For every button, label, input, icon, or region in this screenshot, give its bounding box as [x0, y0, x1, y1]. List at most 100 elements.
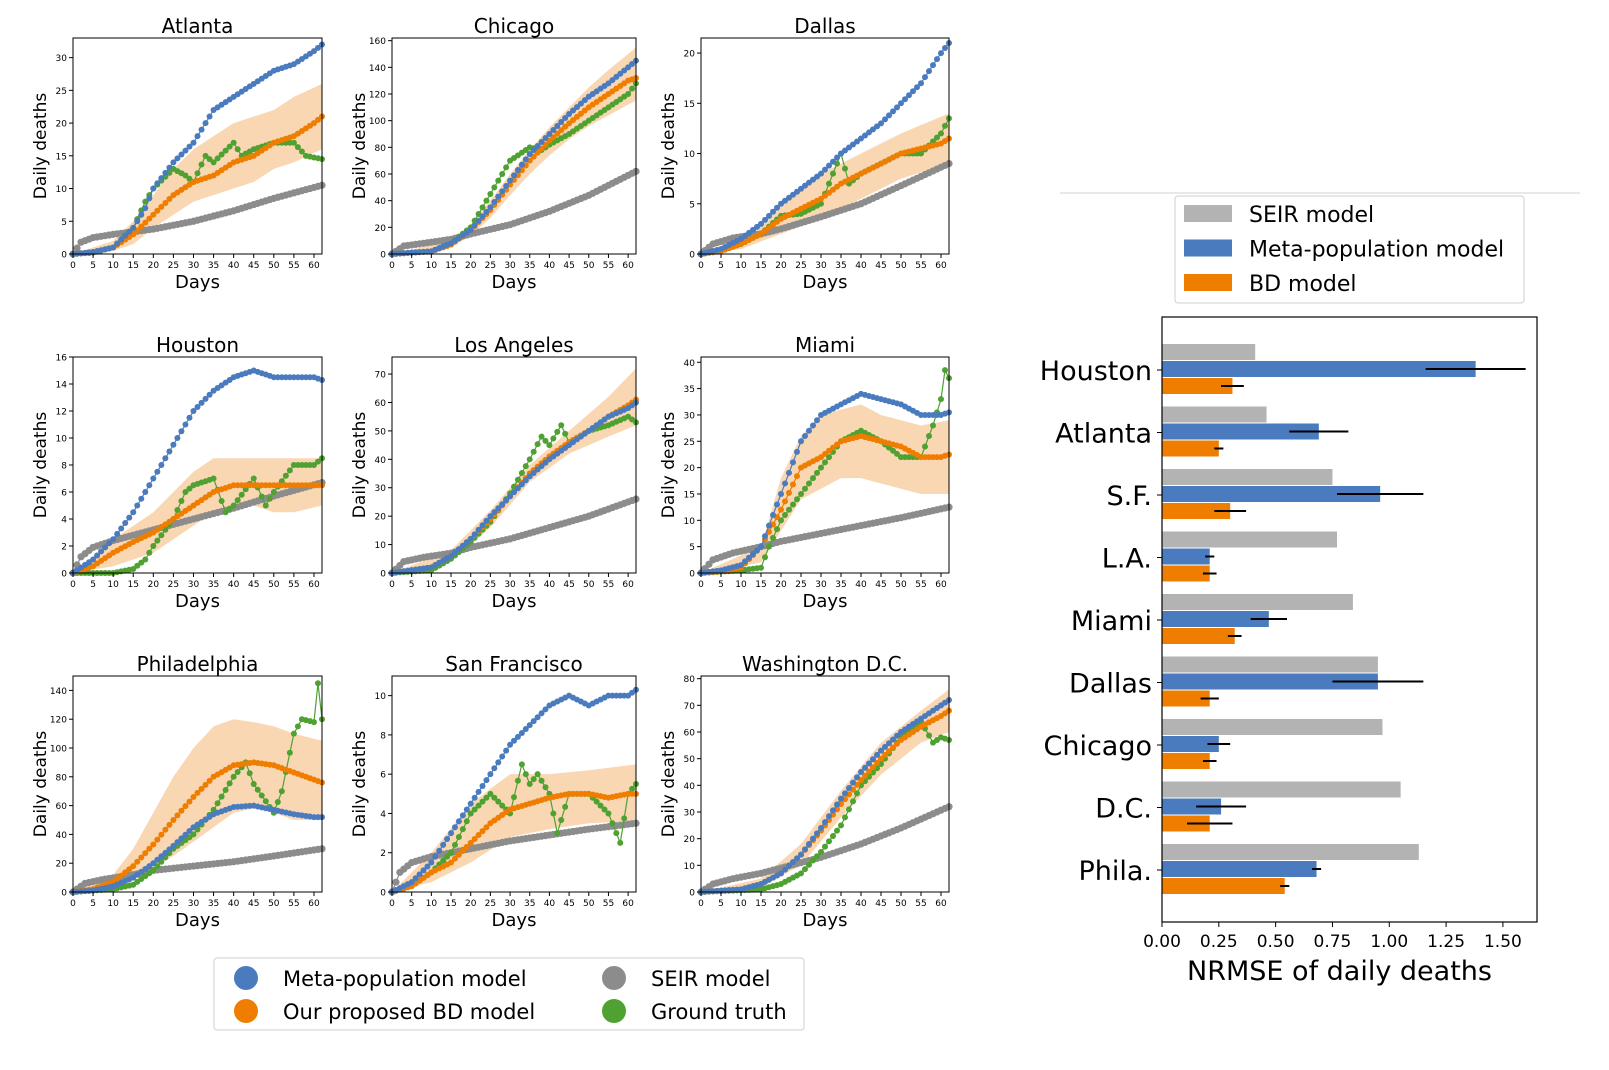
data-point	[778, 517, 784, 524]
data-point	[444, 853, 451, 860]
data-point	[487, 191, 494, 197]
data-point	[629, 785, 636, 792]
bar	[1162, 781, 1401, 798]
bar	[1162, 798, 1222, 815]
data-point	[766, 543, 772, 550]
data-point	[930, 62, 936, 69]
category-label: Atlanta	[1055, 419, 1152, 450]
data-point	[134, 562, 141, 569]
data-point	[826, 447, 832, 454]
data-point	[534, 441, 541, 448]
data-point	[226, 780, 233, 787]
bar-group-dc: D.C.	[1095, 781, 1401, 832]
legend-box	[1174, 195, 1525, 304]
data-point	[150, 543, 157, 549]
y-tick-label: 5	[689, 543, 695, 553]
uncertainty-band	[701, 404, 949, 573]
x-tick-label: 40	[855, 899, 867, 909]
series-seir	[697, 803, 953, 896]
data-point	[818, 849, 824, 855]
x-tick-label: 0	[698, 899, 704, 909]
x-tick-label: 45	[563, 261, 574, 271]
data-point	[862, 772, 868, 779]
data-point	[475, 788, 482, 795]
data-point	[814, 417, 820, 424]
data-point	[451, 841, 458, 848]
y-tick-label: 20	[56, 860, 68, 870]
bar	[1162, 423, 1319, 440]
data-point	[782, 480, 788, 487]
x-tick-label: 20	[465, 899, 477, 909]
data-point	[428, 859, 435, 866]
data-point	[483, 517, 490, 524]
x-tick-label: 15	[755, 261, 766, 271]
data-point	[922, 443, 928, 450]
data-point	[146, 549, 153, 556]
plot-frame	[1161, 316, 1538, 923]
panel-title: Los Angeles	[454, 333, 573, 357]
data-point	[206, 391, 213, 398]
x-tick-label: 50	[268, 899, 280, 909]
uncertainty-band	[73, 83, 322, 255]
data-point	[258, 792, 265, 799]
data-point	[906, 92, 912, 99]
data-point	[202, 395, 209, 402]
x-tick-label: 30	[815, 899, 827, 909]
y-axis-label: Daily deaths	[659, 412, 679, 519]
bar	[1162, 815, 1210, 832]
data-point	[158, 462, 165, 468]
data-point	[522, 156, 529, 163]
data-point	[518, 469, 525, 476]
data-point	[562, 115, 569, 121]
x-tick-label: 0	[389, 261, 395, 271]
x-tick-label: 50	[895, 580, 907, 590]
data-point	[554, 130, 561, 137]
data-point	[106, 540, 113, 547]
data-point	[218, 793, 225, 800]
bar-group-dallas: Dallas	[1069, 656, 1424, 707]
data-point	[412, 875, 419, 882]
data-point	[770, 534, 776, 541]
uncertainty-band	[701, 113, 949, 254]
y-tick-label: 15	[56, 152, 67, 162]
series-meta	[389, 57, 639, 257]
data-point	[522, 726, 529, 733]
data-point	[444, 835, 451, 842]
data-point	[786, 469, 792, 476]
data-point	[154, 537, 161, 544]
plot-frame	[391, 356, 637, 574]
data-point	[542, 459, 549, 466]
y-tick-label: 120	[369, 91, 386, 101]
data-point	[842, 165, 848, 172]
y-tick-label: 100	[369, 117, 386, 127]
x-tick-label: 45	[563, 580, 574, 590]
legend-right: SEIR model Meta-population model BD model	[1174, 195, 1525, 304]
data-point	[448, 859, 455, 866]
data-point	[826, 162, 832, 169]
data-point	[802, 433, 808, 440]
y-tick-label: 50	[684, 755, 696, 765]
data-point	[526, 473, 533, 480]
x-tick-label: 40	[228, 261, 240, 271]
panel-dallas: 0 5 10 15 20 25 30 35 40 45 50 55 60 0 5 10 15 20 Dallas Da…	[659, 14, 953, 293]
data-point	[850, 779, 856, 786]
data-point	[408, 879, 415, 886]
x-axis-label: Days	[803, 272, 848, 293]
plot-frame	[391, 37, 637, 255]
series-bd	[389, 790, 639, 895]
data-point	[467, 227, 474, 233]
y-tick-label: 140	[369, 64, 386, 74]
x-tick-label: 20	[775, 899, 787, 909]
data-point	[762, 554, 768, 561]
data-point	[538, 777, 545, 784]
x-tick-label: 5	[718, 899, 724, 909]
data-point	[834, 154, 840, 161]
data-point	[130, 565, 137, 572]
data-point	[874, 759, 880, 766]
x-tick-label: 15	[128, 580, 139, 590]
data-point	[766, 212, 772, 219]
legend-label: Meta-population model	[1249, 238, 1504, 263]
data-point	[625, 91, 632, 97]
data-point	[194, 403, 201, 410]
panel-title: Atlanta	[162, 14, 234, 38]
